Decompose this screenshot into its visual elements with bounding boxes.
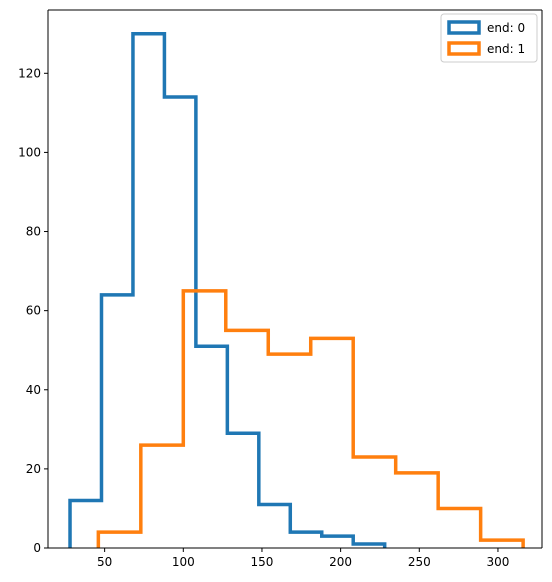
x-tick-label: 150 — [251, 555, 274, 569]
legend-box — [440, 13, 538, 63]
y-tick-label: 80 — [26, 225, 41, 239]
y-tick-label: 20 — [26, 462, 41, 476]
histogram-series-0 — [68, 31, 387, 548]
axes-frame — [47, 9, 543, 549]
y-tick-label: 0 — [33, 541, 41, 555]
histogram-series-1 — [96, 289, 525, 548]
legend-label-0: end: 0 — [487, 21, 525, 35]
x-tick-label: 50 — [97, 555, 112, 569]
x-tick-label: 100 — [172, 555, 195, 569]
legend-swatch-0 — [447, 20, 481, 35]
y-tick-label: 60 — [26, 304, 41, 318]
x-tick-label: 200 — [329, 555, 352, 569]
y-tick-label: 40 — [26, 383, 41, 397]
legend-swatch-1 — [447, 41, 481, 56]
x-tick-label: 250 — [408, 555, 431, 569]
y-tick-label: 120 — [18, 66, 41, 80]
y-axis: 0 20 40 60 80 100 120 — [18, 66, 48, 555]
legend-label-1: end: 1 — [487, 42, 525, 56]
x-axis: 50 100 150 200 250 300 — [97, 548, 509, 569]
x-tick-label: 300 — [486, 555, 509, 569]
plot-area — [68, 31, 525, 548]
y-tick-label: 100 — [18, 145, 41, 159]
legend: end: 0 end: 1 — [440, 13, 538, 63]
